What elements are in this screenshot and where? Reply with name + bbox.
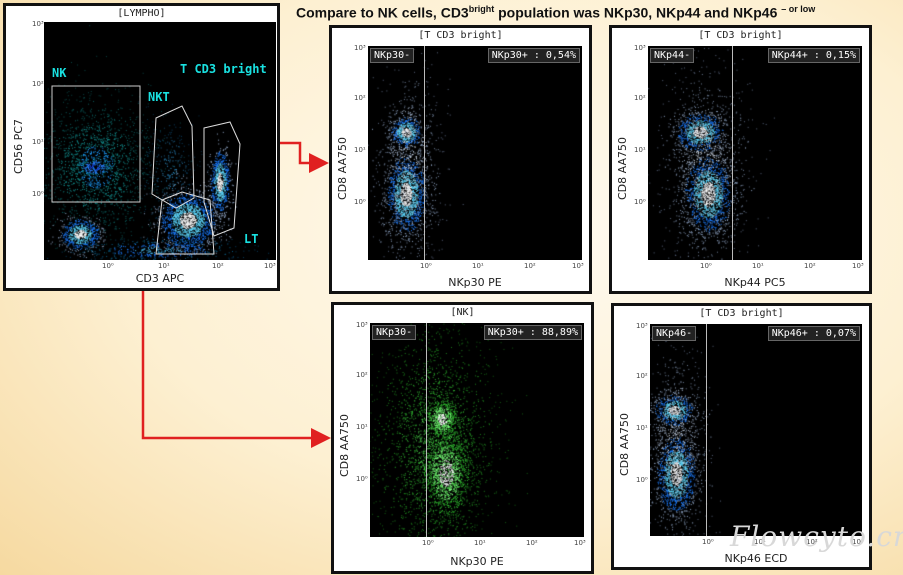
x-axis-label: NKp46 ECD <box>724 552 788 565</box>
y-tick: 10² <box>636 372 648 380</box>
gate-lt <box>155 191 215 255</box>
gate-divider <box>426 323 427 537</box>
gate-label-lt: LT <box>244 232 259 246</box>
region-label-negative: NKp44- <box>650 48 695 63</box>
gate-t-cd3-bright <box>203 121 241 237</box>
x-tick: 10⁰ <box>420 262 432 270</box>
y-tick: 10¹ <box>636 424 648 432</box>
panel-title: [T CD3 bright] <box>698 30 783 41</box>
gate-nkt <box>151 105 195 209</box>
x-tick: 10³ <box>574 539 586 547</box>
panel-title: [LYMPHO] <box>117 8 166 19</box>
plot-area: NKp30- NKp30+ : 88,89% <box>370 323 584 537</box>
panel-nkp30-tcd3: [T CD3 bright] NKp30- NKp30+ : 0,54% 10³… <box>329 25 592 294</box>
panel-lympho: [LYMPHO] NK NKT T CD3 bright LT 10³ 10² … <box>3 3 280 291</box>
y-tick: 10¹ <box>356 423 368 431</box>
plot-area: NKp44- NKp44+ : 0,15% <box>648 46 862 260</box>
y-tick: 10² <box>354 94 366 102</box>
x-tick: 10² <box>806 538 818 546</box>
x-tick: 10⁰ <box>700 262 712 270</box>
x-axis-label: CD3 APC <box>135 272 185 285</box>
y-tick: 10³ <box>32 20 44 28</box>
x-tick: 10¹ <box>158 262 170 270</box>
y-tick: 10² <box>356 371 368 379</box>
scatter-canvas <box>650 324 862 536</box>
panel-nkp30-nk: [NK] NKp30- NKp30+ : 88,89% 10³ 10² 10¹ … <box>331 302 594 574</box>
scatter-canvas <box>648 46 862 260</box>
y-tick: 10⁰ <box>356 475 368 483</box>
panel-title: [T CD3 bright] <box>699 308 784 319</box>
slide-title: Compare to NK cells, CD3bright populatio… <box>296 4 816 21</box>
y-tick: 10³ <box>354 44 366 52</box>
region-label-positive: NKp30+ : 0,54% <box>487 48 580 63</box>
y-axis-label: CD56 PC7 <box>12 119 25 174</box>
x-axis-label: NKp44 PC5 <box>724 276 786 289</box>
y-tick: 10¹ <box>634 146 646 154</box>
region-label-negative: NKp30- <box>370 48 415 63</box>
plot-area: NKp30- NKp30+ : 0,54% <box>368 46 582 260</box>
y-tick: 10³ <box>356 321 368 329</box>
plot-area: NK NKT T CD3 bright LT <box>44 22 276 260</box>
x-tick: 10⁰ <box>102 262 114 270</box>
panel-nkp46-tcd3: [T CD3 bright] NKp46- NKp46+ : 0,07% 10³… <box>611 303 872 570</box>
gate-label-nkt: NKT <box>148 90 170 104</box>
y-tick: 10³ <box>636 322 648 330</box>
y-tick: 10¹ <box>32 138 44 146</box>
panel-nkp44-tcd3: [T CD3 bright] NKp44- NKp44+ : 0,15% 10³… <box>609 25 872 294</box>
y-tick: 10² <box>634 94 646 102</box>
y-tick: 10⁰ <box>636 476 648 484</box>
gate-nk <box>51 85 141 203</box>
arrow-to-top <box>280 141 329 173</box>
y-tick: 10⁰ <box>354 198 366 206</box>
x-tick: 10² <box>526 539 538 547</box>
y-tick: 10⁰ <box>32 190 44 198</box>
plot-area: NKp46- NKp46+ : 0,07% <box>650 324 862 536</box>
x-axis-label: NKp30 PE <box>450 555 504 568</box>
gate-label-nk: NK <box>52 66 67 80</box>
y-tick: 10² <box>32 80 44 88</box>
x-tick: 10¹ <box>474 539 486 547</box>
region-label-negative: NKp46- <box>652 326 697 341</box>
y-tick: 10¹ <box>354 146 366 154</box>
panel-title: [T CD3 bright] <box>418 30 503 41</box>
x-tick: 10² <box>524 262 536 270</box>
y-axis-label: CD8 AA750 <box>616 137 629 200</box>
x-tick: 10¹ <box>752 262 764 270</box>
x-tick: 10¹ <box>472 262 484 270</box>
y-tick: 10³ <box>634 44 646 52</box>
x-tick: 10³ <box>264 262 276 270</box>
region-label-positive: NKp30+ : 88,89% <box>483 325 582 340</box>
scatter-canvas <box>370 323 584 537</box>
region-label-negative: NKp30- <box>372 325 417 340</box>
x-axis-label: NKp30 PE <box>448 276 502 289</box>
scatter-canvas <box>368 46 582 260</box>
y-axis-label: CD8 AA750 <box>338 414 351 477</box>
y-tick: 10⁰ <box>634 198 646 206</box>
region-label-positive: NKp44+ : 0,15% <box>767 48 860 63</box>
arrow-to-bottom <box>141 291 331 448</box>
x-tick: 10³ <box>852 538 864 546</box>
x-tick: 10² <box>212 262 224 270</box>
x-tick: 10⁰ <box>422 539 434 547</box>
gates-overlay <box>51 85 241 255</box>
y-axis-label: CD8 AA750 <box>618 413 631 476</box>
gate-label-t-cd3-bright: T CD3 bright <box>180 62 267 76</box>
x-tick: 10³ <box>852 262 864 270</box>
x-tick: 10⁰ <box>702 538 714 546</box>
x-tick: 10³ <box>572 262 584 270</box>
gate-divider <box>424 46 425 260</box>
panel-title: [NK] <box>450 307 475 318</box>
y-axis-label: CD8 AA750 <box>336 137 349 200</box>
x-tick: 10² <box>804 262 816 270</box>
region-label-positive: NKp46+ : 0,07% <box>767 326 860 341</box>
x-tick: 10¹ <box>754 538 766 546</box>
gate-divider <box>706 324 707 536</box>
watermark: Flowcyto.cn <box>730 520 903 553</box>
gate-divider <box>732 46 733 260</box>
